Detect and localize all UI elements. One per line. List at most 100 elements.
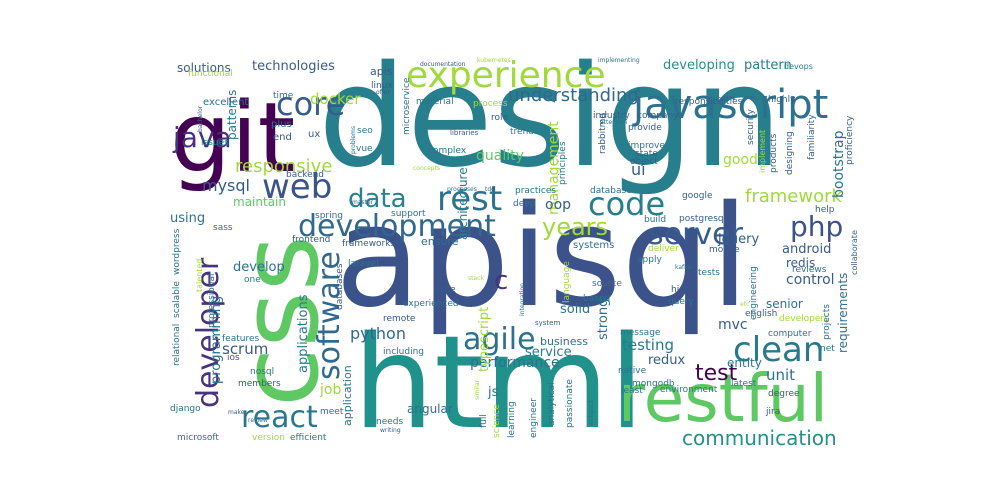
word-developers: developers — [779, 314, 829, 324]
word-clean: clean — [733, 330, 825, 370]
word-least: least — [621, 386, 643, 396]
word-responsibilities: responsibilities — [675, 97, 743, 107]
word-python: python — [350, 324, 406, 343]
word-django: django — [170, 404, 201, 414]
word-source: source — [592, 279, 622, 289]
word-job: job — [320, 382, 342, 398]
word-integration: integration — [519, 283, 526, 316]
word-apis: apis — [370, 65, 393, 78]
word-ensure: ensure — [421, 235, 459, 248]
word-microsoft: microsoft — [177, 433, 219, 443]
word-bachelor: bachelor — [197, 105, 204, 132]
word-good: good — [723, 152, 758, 168]
word-similar: similar — [474, 379, 481, 400]
word-typescript: typescript — [477, 306, 492, 372]
word-devops: devops — [784, 62, 813, 71]
word-process: process — [473, 99, 508, 109]
word-react: react — [241, 400, 318, 435]
word-strong: strong — [596, 298, 611, 340]
word-vue: vue — [356, 144, 373, 154]
word-experience: experience — [406, 55, 606, 96]
word-material: material — [416, 97, 454, 107]
word-designing: designing — [785, 131, 795, 175]
word-redux: redux — [648, 353, 686, 368]
word-implementing: implementing — [598, 57, 640, 64]
word-web: web — [262, 167, 333, 207]
word-java: java — [173, 121, 232, 154]
word-english: english — [745, 309, 778, 319]
word-deliver: deliver — [648, 244, 679, 254]
word-issues: issues — [201, 138, 229, 148]
word-one: one — [244, 275, 261, 285]
word-database: database — [590, 186, 632, 196]
word-mvc: mvc — [718, 317, 748, 333]
word-scrum: scrum — [222, 340, 269, 358]
word-data: data — [348, 184, 407, 214]
word-reviews: reviews — [792, 265, 827, 275]
word-object: object — [630, 157, 658, 167]
word-principles: principles — [558, 141, 568, 185]
word-review: review — [248, 417, 268, 424]
word-jquery: jquery — [718, 232, 760, 247]
word-stack: stack — [468, 275, 484, 282]
word-backend: backend — [286, 170, 325, 180]
word-spring: spring — [315, 211, 344, 221]
word-angular: angular — [407, 402, 453, 416]
word-practices: practices — [515, 186, 557, 196]
word-apisql: apisql — [335, 176, 750, 339]
word-company: company — [637, 111, 679, 121]
word-make: make — [228, 409, 245, 416]
word-products: products — [769, 133, 779, 173]
word-needs: needs — [376, 417, 404, 427]
word-understanding: understanding — [508, 85, 639, 106]
word-experienced: experienced — [403, 299, 459, 309]
word-engineer: engineer — [529, 398, 539, 438]
word-postgresql: postgresql — [679, 214, 727, 224]
word-quality: quality — [476, 148, 524, 164]
word-familiarity: familiarity — [807, 114, 817, 160]
word-plus: plus — [271, 119, 292, 130]
word-mobile: mobile — [709, 245, 740, 255]
word-talented: talented — [195, 258, 204, 292]
word-implement: implement — [758, 129, 767, 173]
word-bootstrap: bootstrap — [831, 130, 847, 198]
word-role: role — [491, 113, 509, 123]
word-framework: framework — [745, 186, 842, 207]
word-mongodb: mongodb — [632, 379, 675, 389]
word-proficiency: proficiency — [845, 115, 855, 165]
word-environment: environment — [660, 385, 718, 395]
word-time: time — [273, 91, 294, 101]
word-communication: communication — [682, 426, 837, 450]
word-full: full — [479, 414, 489, 428]
word-complex: complex — [428, 146, 467, 156]
word-nosql: nosql — [250, 367, 275, 377]
word-offer: offer — [376, 89, 390, 96]
word-agile: agile — [463, 322, 536, 357]
word-projects: projects — [822, 304, 832, 340]
word-development: development — [298, 209, 496, 244]
word-docker: docker — [310, 90, 361, 108]
word-maintain: maintain — [233, 195, 286, 209]
word-message: message — [620, 328, 661, 338]
word-master: master — [352, 199, 374, 206]
word-senior: senior — [766, 297, 803, 311]
word-control: control — [786, 272, 835, 288]
word-support: support — [391, 209, 426, 219]
word-seo: seo — [357, 126, 373, 136]
word-technologies: technologies — [252, 59, 335, 74]
word-cloud: design apisql html css git restful javas… — [170, 50, 870, 450]
word-provide: provide — [628, 123, 662, 133]
word-tests: tests — [698, 268, 720, 278]
word-excellent: excellent — [203, 97, 249, 108]
word-high: high — [671, 285, 691, 295]
word-security: security — [746, 109, 756, 145]
word-collaborate: collaborate — [850, 230, 859, 275]
word-php: php — [790, 210, 844, 243]
word-improve: improve — [628, 141, 665, 151]
word-develop: develop — [233, 260, 285, 275]
word-responsive: responsive — [235, 156, 333, 177]
word-writing: writing — [380, 427, 401, 434]
word-testing: testing — [622, 336, 675, 354]
word-version: version — [252, 433, 285, 443]
word-microservice: microservice — [402, 77, 412, 135]
